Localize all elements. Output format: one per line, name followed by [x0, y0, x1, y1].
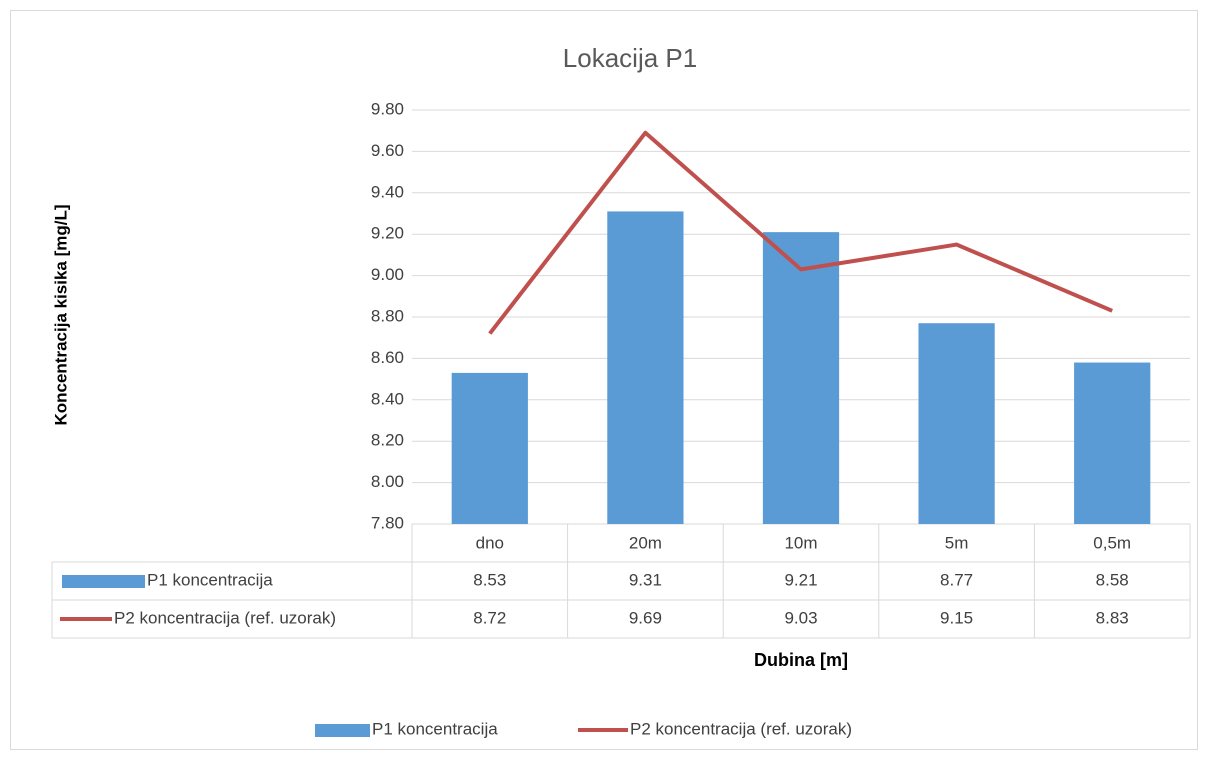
- table-value: 9.15: [940, 608, 973, 627]
- y-tick-label: 8.20: [371, 431, 404, 450]
- bar: [607, 211, 684, 524]
- y-tick-label: 7.80: [371, 513, 404, 532]
- y-tick-label: 9.20: [371, 224, 404, 243]
- table-value: 8.77: [940, 570, 973, 589]
- x-tick-label: 10m: [784, 533, 817, 552]
- chart-title: Lokacija P1: [563, 43, 697, 73]
- bar: [918, 323, 995, 524]
- y-tick-label: 8.40: [371, 389, 404, 408]
- y-tick-label: 8.00: [371, 472, 404, 491]
- line: [488, 130, 1113, 335]
- table-legend-key: [62, 575, 145, 588]
- table-value: 8.53: [473, 570, 506, 589]
- legend-label: P2 koncentracija (ref. uzorak): [630, 719, 852, 738]
- y-tick-label: 9.60: [371, 141, 404, 160]
- x-axis-title: Dubina [m]: [754, 650, 848, 670]
- table-value: 9.21: [784, 570, 817, 589]
- table-series-name: P2 koncentracija (ref. uzorak): [114, 608, 336, 627]
- y-tick-label: 8.60: [371, 348, 404, 367]
- table-value: 9.03: [784, 608, 817, 627]
- x-tick-label: 20m: [629, 533, 662, 552]
- y-tick-label: 8.80: [371, 306, 404, 325]
- table-value: 8.72: [473, 608, 506, 627]
- y-tick-label: 9.00: [371, 265, 404, 284]
- y-axis-title: Koncentracija kisika [mg/L]: [51, 204, 70, 425]
- chart-frame: [10, 10, 1198, 750]
- x-tick-label: dno: [476, 533, 504, 552]
- y-tick-label: 9.40: [371, 182, 404, 201]
- x-tick-label: 5m: [945, 533, 969, 552]
- table-value: 8.83: [1096, 608, 1129, 627]
- bar: [451, 372, 528, 524]
- table-value: 9.69: [629, 608, 662, 627]
- table-series-name: P1 koncentracija: [147, 570, 273, 589]
- bar: [1074, 362, 1151, 524]
- x-tick-label: 0,5m: [1093, 533, 1131, 552]
- y-tick-label: 9.80: [371, 99, 404, 118]
- table-value: 8.58: [1096, 570, 1129, 589]
- legend-label: P1 koncentracija: [372, 719, 498, 738]
- table-value: 9.31: [629, 570, 662, 589]
- bar: [762, 232, 840, 524]
- legend-key: [315, 724, 370, 737]
